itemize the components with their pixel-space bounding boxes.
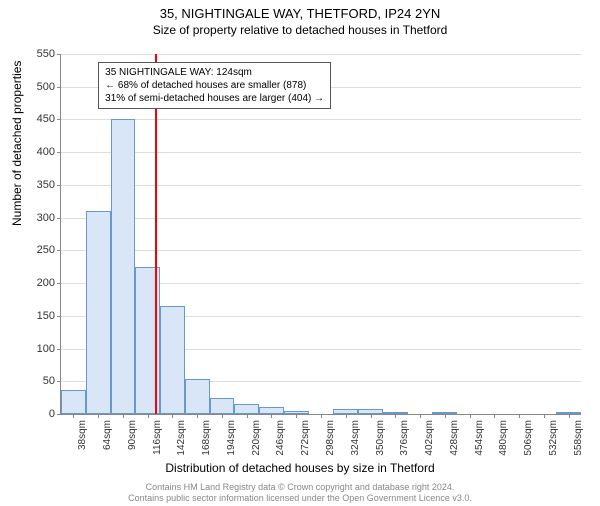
xtick-label: 90sqm <box>127 420 138 450</box>
xtick-mark <box>148 414 149 418</box>
xtick-mark <box>395 414 396 418</box>
ytick-label: 50 <box>25 375 55 387</box>
footer-line2: Contains public sector information licen… <box>0 493 600 504</box>
xtick-label: 454sqm <box>474 420 485 456</box>
xtick-label: 324sqm <box>350 420 361 456</box>
xtick-label: 246sqm <box>275 420 286 456</box>
ytick-mark <box>57 54 61 55</box>
ytick-label: 100 <box>25 343 55 355</box>
histogram-bar <box>111 119 136 414</box>
gridline <box>61 54 581 55</box>
ytick-mark <box>57 414 61 415</box>
xtick-mark <box>519 414 520 418</box>
xtick-mark <box>544 414 545 418</box>
xtick-mark <box>73 414 74 418</box>
xtick-mark <box>172 414 173 418</box>
xtick-label: 480sqm <box>498 420 509 456</box>
chart-container: 35, NIGHTINGALE WAY, THETFORD, IP24 2YN … <box>0 6 600 506</box>
gridline <box>61 250 581 251</box>
xtick-label: 142sqm <box>176 420 187 456</box>
histogram-bar <box>185 379 210 414</box>
gridline <box>61 185 581 186</box>
xtick-mark <box>371 414 372 418</box>
xtick-label: 558sqm <box>573 420 584 456</box>
xtick-mark <box>222 414 223 418</box>
ytick-label: 300 <box>25 212 55 224</box>
footer-line1: Contains HM Land Registry data © Crown c… <box>0 482 600 493</box>
histogram-bar <box>210 398 235 414</box>
xtick-label: 350sqm <box>375 420 386 456</box>
xtick-label: 116sqm <box>152 420 163 455</box>
histogram-bar <box>160 306 185 414</box>
xtick-label: 272sqm <box>300 420 311 456</box>
ytick-mark <box>57 119 61 120</box>
ytick-mark <box>57 185 61 186</box>
xtick-label: 376sqm <box>399 420 410 456</box>
xtick-label: 428sqm <box>449 420 460 456</box>
annotation-line: 31% of semi-detached houses are larger (… <box>105 92 324 105</box>
xtick-label: 532sqm <box>548 420 559 456</box>
xtick-mark <box>420 414 421 418</box>
ytick-label: 200 <box>25 277 55 289</box>
ytick-mark <box>57 152 61 153</box>
xtick-label: 220sqm <box>251 420 262 456</box>
ytick-label: 250 <box>25 244 55 256</box>
xtick-label: 38sqm <box>77 420 88 450</box>
annotation-line: ← 68% of detached houses are smaller (87… <box>105 79 324 92</box>
xtick-label: 64sqm <box>102 420 113 450</box>
xtick-mark <box>346 414 347 418</box>
annotation-box: 35 NIGHTINGALE WAY: 124sqm← 68% of detac… <box>98 62 331 109</box>
ytick-mark <box>57 381 61 382</box>
xtick-label: 168sqm <box>201 420 212 456</box>
xtick-label: 402sqm <box>424 420 435 456</box>
xtick-label: 506sqm <box>523 420 534 456</box>
annotation-line: 35 NIGHTINGALE WAY: 124sqm <box>105 66 324 79</box>
ytick-mark <box>57 250 61 251</box>
xtick-label: 298sqm <box>325 420 336 456</box>
footer-attribution: Contains HM Land Registry data © Crown c… <box>0 482 600 504</box>
ytick-label: 350 <box>25 179 55 191</box>
histogram-bar <box>86 211 111 414</box>
ytick-label: 400 <box>25 146 55 158</box>
chart-title: 35, NIGHTINGALE WAY, THETFORD, IP24 2YN <box>0 6 600 21</box>
xtick-mark <box>197 414 198 418</box>
ytick-mark <box>57 349 61 350</box>
xtick-mark <box>296 414 297 418</box>
ytick-label: 0 <box>25 408 55 420</box>
y-axis-label: Number of detached properties <box>10 61 24 226</box>
xtick-mark <box>569 414 570 418</box>
chart-area: 05010015020025030035040045050055038sqm64… <box>60 54 580 414</box>
xtick-mark <box>247 414 248 418</box>
histogram-bar <box>234 404 259 414</box>
ytick-mark <box>57 316 61 317</box>
xtick-mark <box>321 414 322 418</box>
gridline <box>61 119 581 120</box>
ytick-mark <box>57 283 61 284</box>
gridline <box>61 152 581 153</box>
ytick-mark <box>57 218 61 219</box>
xtick-mark <box>445 414 446 418</box>
ytick-label: 500 <box>25 81 55 93</box>
histogram-bar <box>61 390 86 414</box>
xtick-mark <box>494 414 495 418</box>
ytick-mark <box>57 87 61 88</box>
xtick-mark <box>98 414 99 418</box>
xtick-mark <box>470 414 471 418</box>
plot-region: 05010015020025030035040045050055038sqm64… <box>60 54 581 415</box>
ytick-label: 550 <box>25 48 55 60</box>
gridline <box>61 218 581 219</box>
xtick-mark <box>271 414 272 418</box>
x-axis-label: Distribution of detached houses by size … <box>0 461 600 475</box>
chart-subtitle: Size of property relative to detached ho… <box>0 23 600 37</box>
xtick-mark <box>123 414 124 418</box>
xtick-label: 194sqm <box>226 420 237 456</box>
ytick-label: 150 <box>25 310 55 322</box>
ytick-label: 450 <box>25 113 55 125</box>
